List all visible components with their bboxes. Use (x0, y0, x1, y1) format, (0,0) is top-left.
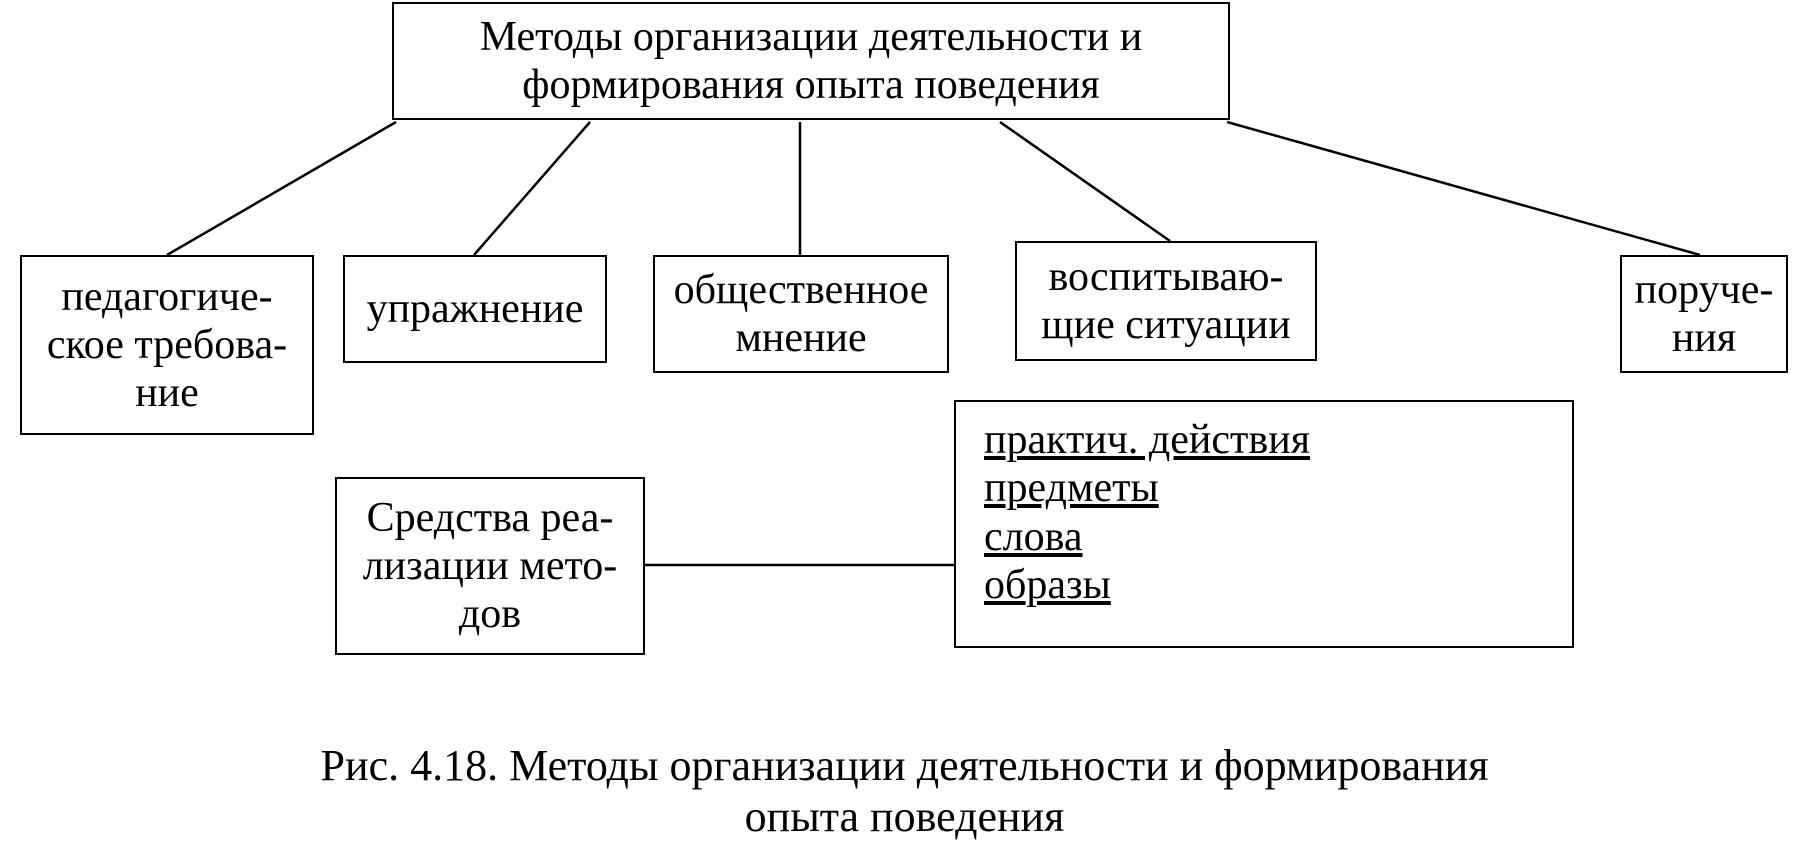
diagram-stage: Методы организации деятельности и формир… (0, 0, 1809, 863)
means-of-implementation-node: Средства реа- лизации мето- дов (335, 477, 645, 655)
means-list-item: образы (984, 561, 1310, 609)
means-line3: дов (459, 591, 521, 637)
root-node: Методы организации деятельности и формир… (392, 2, 1230, 120)
child1-line2: ское требова- (47, 322, 287, 368)
caption-line1: Рис. 4.18. Методы организации деятельнос… (321, 741, 1489, 790)
means-line2: лизации мето- (363, 543, 618, 589)
child-node-educational-situations: воспитываю- щие ситуации (1015, 241, 1317, 361)
root-line2: формирования опыта поведения (522, 62, 1099, 108)
means-list-item: практич. действия (984, 416, 1310, 464)
child4-line1: воспитываю- (1048, 254, 1283, 300)
child3-line2: мнение (735, 315, 866, 361)
child-node-exercise: упражнение (343, 255, 607, 363)
means-list-item: предметы (984, 464, 1310, 512)
child1-line1: педагогиче- (61, 274, 272, 320)
means-list-item: слова (984, 513, 1310, 561)
means-line1: Средства реа- (367, 495, 614, 541)
root-line1: Методы организации деятельности и (480, 14, 1143, 60)
child4-line2: щие ситуации (1041, 302, 1290, 348)
child5-line1: поруче- (1635, 267, 1774, 313)
child1-line3: ние (135, 370, 199, 416)
means-list-node: практич. действияпредметысловаобразы (954, 400, 1574, 648)
child3-line1: общественное (674, 267, 929, 313)
child-node-assignments: поруче- ния (1620, 255, 1788, 373)
child-node-public-opinion: общественное мнение (653, 255, 949, 373)
caption-line2: опыта поведения (745, 792, 1065, 841)
child5-line2: ния (1672, 315, 1736, 361)
figure-caption: Рис. 4.18. Методы организации деятельнос… (0, 740, 1809, 842)
child-node-pedagogical-requirement: педагогиче- ское требова- ние (20, 255, 314, 435)
child2-line1: упражнение (367, 286, 584, 332)
